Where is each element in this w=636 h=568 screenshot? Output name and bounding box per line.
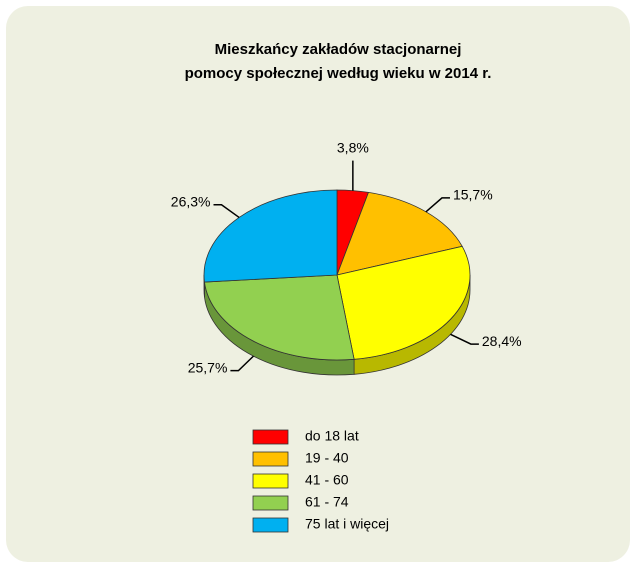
legend-swatch	[252, 473, 289, 489]
slice	[203, 189, 338, 283]
slice	[336, 245, 471, 360]
chart-title: Mieszkańcy zakładów stacjonarnej	[215, 41, 462, 58]
legend-label: 19 - 40	[305, 450, 349, 466]
data-label: 26,3%	[171, 193, 211, 209]
data-label: 3,8%	[337, 139, 369, 155]
leader-line	[213, 204, 240, 219]
leader-line	[425, 197, 450, 213]
leader-line	[450, 333, 479, 345]
legend-label: do 18 lat	[305, 428, 359, 444]
data-label: 15,7%	[453, 187, 493, 203]
legend-swatch	[252, 451, 289, 467]
legend-swatch	[252, 429, 289, 445]
legend-label: 41 - 60	[305, 472, 349, 488]
legend-swatch	[252, 495, 289, 511]
legend-swatch	[252, 517, 289, 533]
leader-line	[230, 355, 254, 372]
data-label: 28,4%	[482, 333, 522, 349]
data-label: 25,7%	[188, 359, 228, 375]
chart-title: pomocy społecznej według wieku w 2014 r.	[185, 65, 492, 82]
slice	[336, 191, 463, 276]
legend-label: 75 lat i więcej	[305, 516, 389, 532]
slice	[204, 274, 355, 361]
legend-label: 61 - 74	[305, 494, 349, 510]
